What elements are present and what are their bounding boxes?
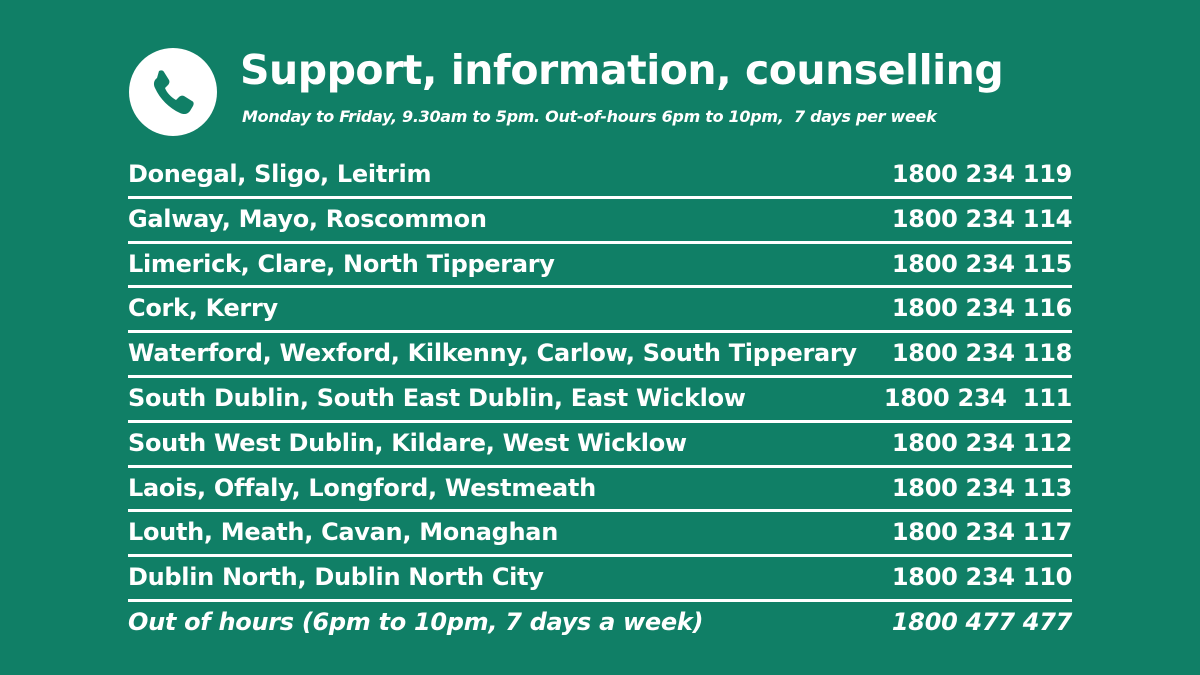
table-row: Galway, Mayo, Roscommon 1800 234 114 (128, 199, 1072, 244)
phone-number: 1800 234 119 (891, 160, 1072, 188)
region: Waterford, Wexford, Kilkenny, Carlow, So… (128, 339, 857, 368)
phone-icon (129, 48, 217, 136)
table-row: Louth, Meath, Cavan, Monaghan 1800 234 11… (128, 512, 1072, 558)
phone-number: 1800 477 477 (891, 607, 1072, 636)
phone-number: 1800 234 118 (891, 339, 1072, 368)
phone-number: 1800 234 112 (891, 428, 1072, 457)
table-row: South West Dublin, Kildare, West Wicklow… (128, 423, 1072, 468)
phone-number: 1800 234 117 (891, 518, 1072, 547)
phone-number: 1800 234 115 (891, 249, 1072, 278)
table-row: Limerick, Clare, North Tipperary 1800 234… (128, 244, 1072, 289)
subtitle: Monday to Friday, 9.30am to 5pm. Out-of-… (242, 107, 937, 126)
table-row: Laois, Offaly, Longford, Westmeath 1800 2… (128, 468, 1072, 513)
region: Cork, Kerry (128, 294, 278, 323)
table-row: Waterford, Wexford, Kilkenny, Carlow, So… (128, 333, 1072, 378)
phone-number: 1800 234 116 (891, 294, 1072, 323)
region: Limerick, Clare, North Tipperary (128, 249, 555, 278)
region: South Dublin, South East Dublin, East Wi… (128, 383, 746, 412)
table-row: Donegal, Sligo, Leitrim 1800 234 119 (128, 154, 1072, 199)
table-row: South Dublin, South East Dublin, East Wi… (128, 378, 1072, 423)
table-row: Dublin North, Dublin North City 1800 234 … (128, 557, 1072, 602)
phone-number: 1800 234 111 (883, 383, 1072, 412)
title: Support, information, counselling (240, 46, 1004, 94)
phone-number: 1800 234 113 (891, 473, 1072, 502)
phone-number: 1800 234 114 (891, 204, 1072, 233)
region: Donegal, Sligo, Leitrim (128, 160, 432, 188)
region: Louth, Meath, Cavan, Monaghan (128, 518, 558, 547)
region: Dublin North, Dublin North City (128, 563, 544, 592)
table-row: Out of hours (6pm to 10pm, 7 days a week… (128, 602, 1072, 647)
region: Galway, Mayo, Roscommon (128, 204, 487, 233)
region: Out of hours (6pm to 10pm, 7 days a week… (128, 607, 704, 636)
table-row: Cork, Kerry 1800 234 116 (128, 288, 1072, 334)
region: South West Dublin, Kildare, West Wicklow (128, 428, 687, 457)
contact-table: Donegal, Sligo, Leitrim 1800 234 119 Galwa… (128, 154, 1072, 647)
region: Laois, Offaly, Longford, Westmeath (128, 473, 596, 502)
phone-number: 1800 234 110 (891, 563, 1072, 592)
